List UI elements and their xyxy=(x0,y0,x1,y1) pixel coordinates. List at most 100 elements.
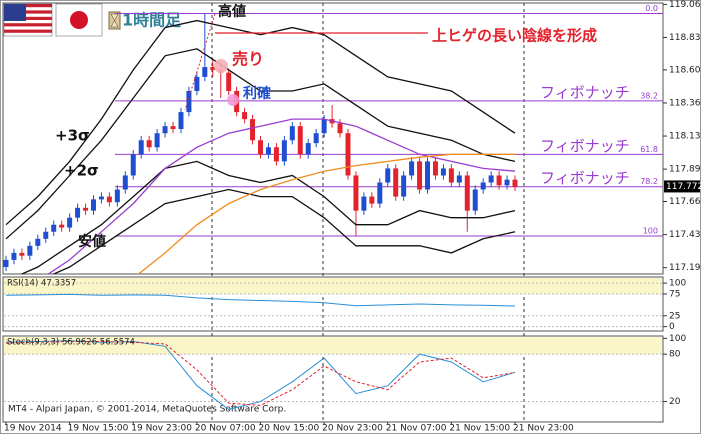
us-flag xyxy=(3,3,53,37)
candle-body xyxy=(281,140,287,162)
annotation: 売り xyxy=(232,50,264,69)
y-tick-label: 118.830 xyxy=(669,33,701,43)
candle-body xyxy=(480,182,486,190)
x-tick-label: 21 Nov 07:00 xyxy=(386,424,447,434)
plot-layer: 119.065 118.830 118.600 118.365 118.130 117.8… xyxy=(3,0,701,434)
take-profit-marker xyxy=(227,94,239,106)
candle-body xyxy=(456,175,462,183)
indicator-title: RSI(14) 47.3357 xyxy=(7,279,76,289)
candle-body xyxy=(75,207,81,218)
hourglass-icon xyxy=(108,11,121,30)
price-plot xyxy=(3,13,663,272)
fib-text: フィボナッチ xyxy=(540,169,630,187)
candle-body xyxy=(186,90,192,113)
candle-body xyxy=(417,161,423,190)
candle-body xyxy=(464,175,470,211)
x-tick-label: 20 Nov 15:00 xyxy=(259,424,320,434)
candle-body xyxy=(67,217,73,228)
candle-body xyxy=(440,168,446,176)
indicator-line xyxy=(20,160,516,274)
current-price-box xyxy=(664,180,700,193)
indicator-lines xyxy=(5,19,516,274)
x-tick-label: 19 Nov 2014 xyxy=(4,424,62,434)
candle-body xyxy=(265,147,271,155)
candle-body xyxy=(250,119,256,141)
candle-body xyxy=(345,133,351,176)
x-tick-label: 21 Nov 15:00 xyxy=(449,424,510,434)
y-tick-label: 117.430 xyxy=(669,230,701,240)
candle-body xyxy=(448,168,454,183)
y-tick-label: 117.195 xyxy=(669,263,701,273)
candle-body xyxy=(385,168,391,183)
x-tick-label: 19 Nov 23:00 xyxy=(131,424,192,434)
candle-body xyxy=(202,67,208,77)
fib-level-label: 100 xyxy=(643,226,658,235)
fib-level-label: 78.2 xyxy=(640,177,658,186)
indicator-line xyxy=(5,293,516,307)
candle-body xyxy=(377,182,383,204)
candle-body xyxy=(432,161,438,176)
candle-body xyxy=(226,72,232,91)
y-tick-label: 117.665 xyxy=(669,197,701,207)
y-tick-label: 100 xyxy=(669,334,686,344)
candle-body xyxy=(98,196,104,200)
fib-text: フィボナッチ xyxy=(540,83,630,101)
candle-body xyxy=(289,126,295,141)
candle-body xyxy=(488,175,494,183)
annotation: +3σ xyxy=(55,127,90,145)
candle-body xyxy=(106,196,112,203)
fib-level-label: 38.2 xyxy=(640,91,658,100)
candle-body xyxy=(313,133,319,144)
stoch-panel xyxy=(2,335,664,423)
candle-body xyxy=(170,126,176,129)
y-tick-label: 118.365 xyxy=(669,98,701,108)
candle-body xyxy=(138,140,144,155)
candle-body xyxy=(409,161,415,176)
sell-marker xyxy=(214,59,228,73)
fib-level-label: 61.8 xyxy=(640,145,658,154)
fib-text: フィボナッチ xyxy=(540,137,630,155)
candle-body xyxy=(401,175,407,197)
timeframe-label: 1時間足 xyxy=(122,11,182,30)
overbought-band xyxy=(4,278,662,294)
indicator-line xyxy=(5,340,516,410)
indicator-lines xyxy=(5,340,516,410)
x-tick-label: 20 Nov 07:00 xyxy=(195,424,256,434)
jp-flag xyxy=(55,3,103,37)
candle-body xyxy=(114,189,120,203)
candle-body xyxy=(3,259,9,267)
x-tick-label: 20 Nov 23:00 xyxy=(322,424,383,434)
candle-body xyxy=(242,112,248,120)
rsi-panel xyxy=(2,276,664,332)
indicator-line xyxy=(52,188,516,274)
candle-body xyxy=(11,252,17,260)
annotation: 上ヒゲの長い陰線を形成 xyxy=(432,27,597,45)
candle-body xyxy=(59,224,65,228)
candle-body xyxy=(297,126,303,155)
candle-body xyxy=(321,119,327,134)
y-tick-label: 119.065 xyxy=(669,0,701,10)
indicator-line xyxy=(137,153,515,274)
y-tick-label: 117.895 xyxy=(669,165,701,175)
candle-body xyxy=(154,133,160,148)
y-tick-label: 20 xyxy=(669,397,681,407)
candle-body xyxy=(51,224,57,232)
current-price-label: 117.772 xyxy=(666,182,701,192)
candle-body xyxy=(162,126,168,134)
y-tick-label: 100 xyxy=(669,279,686,289)
candle-body xyxy=(19,252,25,256)
y-tick-label: 0 xyxy=(669,322,675,332)
candle-body xyxy=(122,175,128,190)
indicator-line xyxy=(5,48,516,240)
main-panel xyxy=(2,2,664,275)
candle-body xyxy=(353,175,359,211)
x-tick-label: 21 Nov 23:00 xyxy=(513,424,574,434)
candle-body xyxy=(130,154,136,176)
candle-body xyxy=(504,179,510,186)
annotation: 安値 xyxy=(78,233,106,250)
candle-body xyxy=(361,196,367,211)
candle-body xyxy=(194,76,200,91)
candle-body xyxy=(305,143,311,155)
